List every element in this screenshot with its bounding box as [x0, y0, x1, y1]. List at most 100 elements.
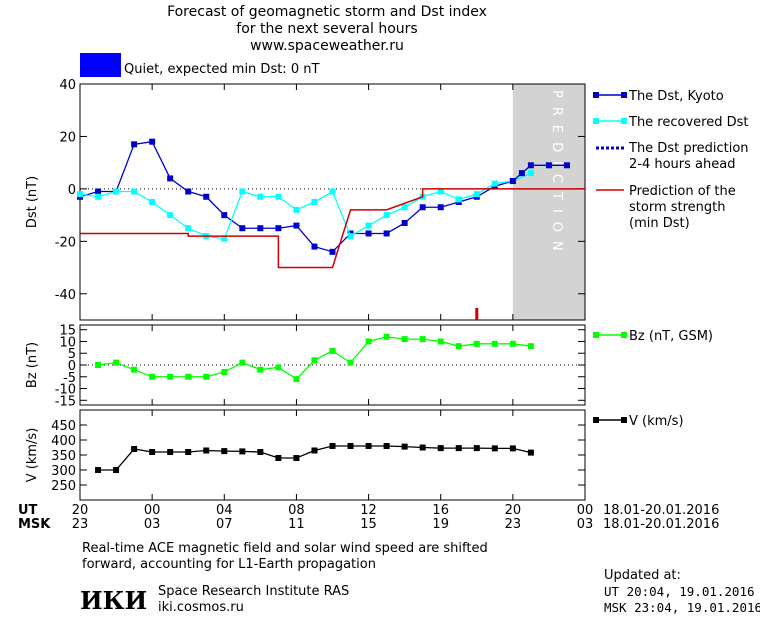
- data-point-bz-0: [239, 359, 246, 366]
- data-point-v-0: [419, 444, 426, 451]
- data-point-dst-1: [311, 199, 318, 205]
- data-point-v-0: [257, 449, 264, 455]
- ut-tick-label: 20: [71, 503, 89, 518]
- data-point-v-0: [131, 446, 138, 452]
- data-point-dst-1: [239, 188, 246, 195]
- panel-frame-dst: [79, 83, 586, 321]
- panel-frame-v: [79, 409, 586, 501]
- data-point-v-0: [275, 455, 282, 461]
- ut-tick-label: 20: [504, 503, 522, 518]
- msk-axis-label: MSK: [18, 517, 51, 532]
- legend-dst-kyoto-swatch: [621, 92, 627, 98]
- msk-tick-label: 07: [216, 517, 233, 532]
- msk-tick-label: 15: [360, 517, 377, 532]
- data-point-dst-1: [113, 188, 120, 195]
- data-point-v-0: [311, 447, 318, 454]
- data-point-dst-1: [365, 222, 372, 229]
- data-point-dst-1: [347, 233, 354, 240]
- data-point-bz-0: [293, 376, 300, 383]
- data-point-v-0: [365, 443, 372, 449]
- prediction-region: [512, 84, 585, 320]
- data-point-dst-1: [185, 225, 192, 232]
- y-tick-label-dst: 40: [59, 78, 76, 93]
- legend-bz-swatch: [593, 332, 599, 338]
- data-point-dst-0: [419, 204, 426, 211]
- data-point-dst-0: [293, 222, 300, 229]
- data-point-dst-0: [401, 219, 408, 226]
- data-point-dst-0: [131, 141, 138, 148]
- data-point-v-0: [491, 445, 498, 452]
- updated-ut: UT 20:04, 19.01.2016: [604, 584, 755, 599]
- legend-storm-strength-line3: (min Dst): [629, 216, 690, 231]
- data-point-v-0: [527, 449, 534, 456]
- y-tick-label-bz: 5: [68, 347, 76, 362]
- data-point-dst-2: [545, 162, 552, 169]
- data-point-v-0: [149, 449, 156, 455]
- y-tick-label-v: 450: [51, 419, 76, 434]
- data-point-v-0: [437, 445, 444, 452]
- y-axis-label-v: V (km/s): [25, 428, 40, 483]
- data-point-bz-0: [275, 364, 282, 371]
- ut-tick-label: 16: [432, 503, 449, 518]
- ut-tick-label: 00: [143, 503, 161, 518]
- data-point-dst-0: [365, 230, 372, 237]
- data-point-dst-0: [257, 225, 264, 232]
- data-point-bz-0: [365, 338, 372, 345]
- status-color-swatch: [80, 53, 121, 77]
- institute-site: iki.cosmos.ru: [158, 600, 244, 615]
- series-line-dst-1: [79, 172, 532, 240]
- data-point-dst-1: [257, 193, 264, 200]
- data-point-dst-1: [437, 188, 444, 195]
- data-point-bz-0: [329, 347, 336, 354]
- data-point-dst-0: [221, 212, 228, 219]
- data-point-v-0: [383, 443, 390, 449]
- legend-v-swatch: [593, 417, 599, 423]
- legend-dst-prediction-line2: 2-4 hours ahead: [629, 157, 735, 172]
- data-point-dst-2: [518, 170, 525, 177]
- data-point-dst-2: [527, 162, 534, 169]
- y-tick-label-bz: 10: [59, 335, 76, 350]
- data-point-dst-0: [95, 188, 102, 195]
- data-point-bz-0: [149, 373, 156, 380]
- updated-label: Updated at:: [604, 568, 681, 583]
- legend-storm-strength: Prediction of the: [629, 184, 736, 199]
- data-point-v-0: [455, 445, 462, 452]
- series-line-dst-0: [79, 140, 514, 253]
- msk-tick-label: 23: [71, 517, 89, 532]
- data-point-v-0: [509, 445, 516, 452]
- data-point-dst-2: [509, 178, 516, 185]
- status-text: Quiet, expected min Dst: 0 nT: [124, 62, 320, 77]
- msk-tick-label: 19: [432, 517, 449, 532]
- legend-dst-kyoto: The Dst, Kyoto: [628, 89, 724, 104]
- institute-name: Space Research Institute RAS: [158, 584, 350, 599]
- data-point-dst-1: [491, 180, 498, 187]
- data-point-v-0: [113, 467, 120, 473]
- y-tick-label-bz: -5: [63, 371, 76, 386]
- legend-recovered-dst-swatch: [593, 118, 599, 124]
- y-tick-label-bz: 0: [68, 359, 76, 374]
- msk-tick-label: 23: [504, 517, 522, 532]
- data-point-bz-0: [311, 357, 318, 364]
- data-point-dst-0: [185, 188, 192, 195]
- y-tick-label-bz: -10: [55, 383, 76, 398]
- data-point-dst-0: [311, 243, 318, 250]
- data-point-v-0: [347, 443, 354, 449]
- y-tick-label-dst: -20: [55, 235, 76, 250]
- data-point-bz-0: [437, 338, 444, 345]
- legend-bz-swatch: [621, 332, 627, 338]
- y-tick-label-v: 300: [51, 464, 76, 479]
- data-point-bz-0: [473, 340, 480, 347]
- legend-dst-kyoto-swatch: [593, 92, 599, 98]
- data-point-dst-0: [437, 204, 444, 211]
- data-point-dst-1: [293, 206, 300, 213]
- legend-v-swatch: [621, 417, 627, 423]
- legend-recovered-dst: The recovered Dst: [628, 115, 748, 130]
- data-point-dst-0: [275, 225, 282, 232]
- data-point-bz-0: [527, 343, 534, 350]
- y-tick-label-v: 250: [51, 479, 76, 494]
- data-point-dst-1: [527, 170, 534, 177]
- data-point-v-0: [221, 448, 228, 455]
- ut-tick-label: 04: [216, 503, 233, 518]
- y-tick-label-v: 400: [51, 434, 76, 449]
